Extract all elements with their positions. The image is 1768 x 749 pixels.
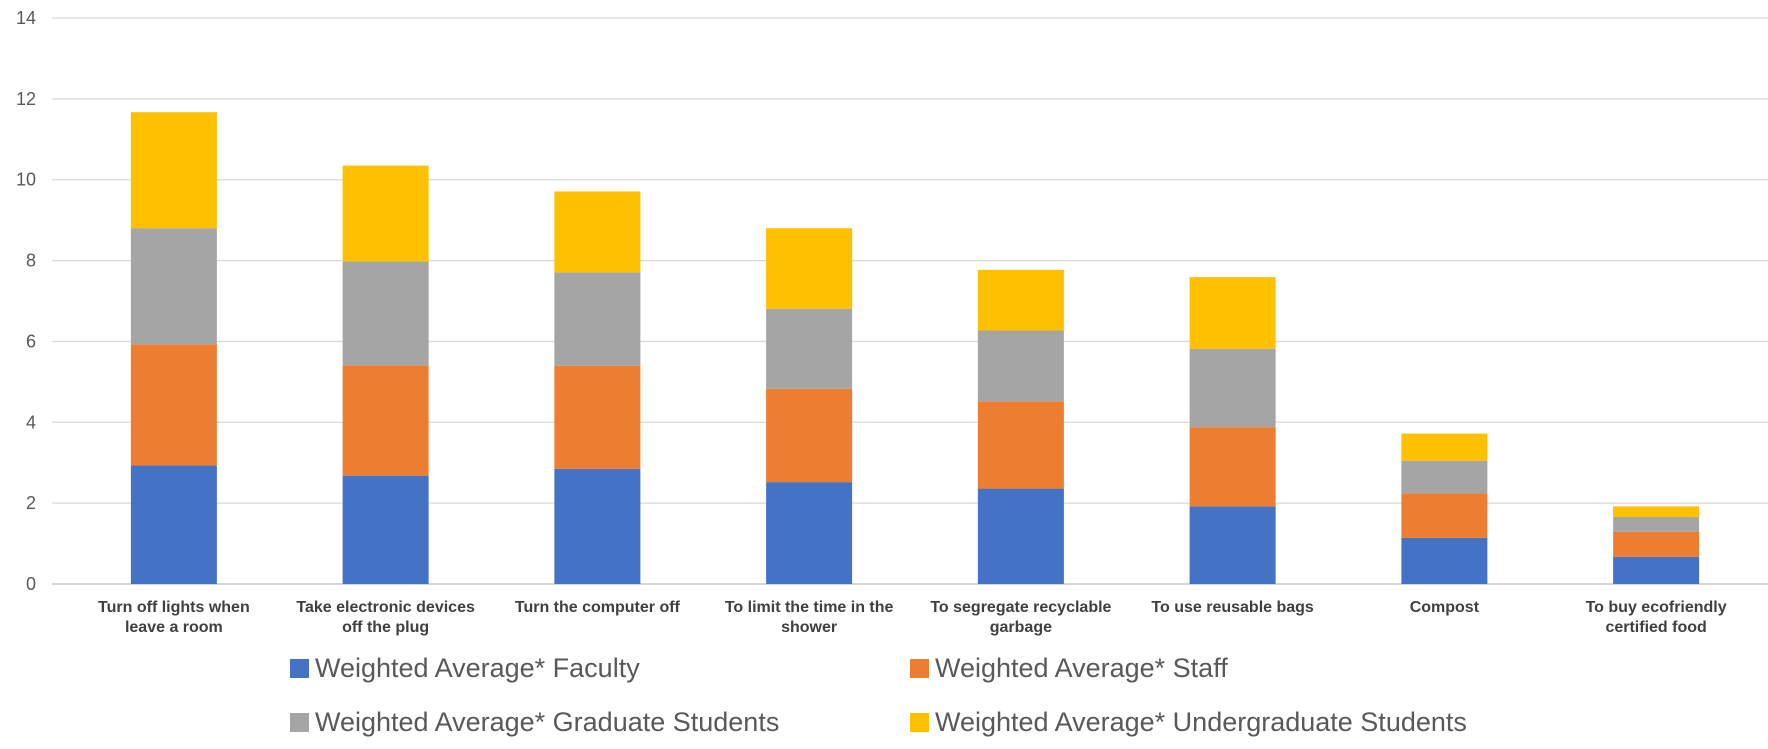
bar-segment-faculty: [130, 465, 217, 584]
bar-segment-graduate: [342, 261, 429, 366]
bar-segment-graduate: [1613, 516, 1700, 532]
bar-segment-staff: [977, 401, 1064, 489]
bar-segment-undergraduate: [766, 228, 853, 309]
x-category-label: To limit the time in the shower: [725, 599, 894, 636]
bar-segment-staff: [554, 365, 641, 469]
bar-segment-faculty: [1189, 506, 1276, 584]
x-category-label: To use reusable bags: [1151, 599, 1314, 616]
bar-segment-faculty: [554, 468, 641, 584]
x-category-label: Compost: [1410, 599, 1480, 616]
legend-item: Weighted Average* Undergraduate Students: [910, 706, 1530, 738]
chart-legend: Weighted Average* Faculty Weighted Averag…: [290, 652, 1540, 738]
legend-item: Weighted Average* Staff: [910, 652, 1530, 684]
bar-segment-undergraduate: [1189, 277, 1276, 349]
bar-segment-staff: [766, 388, 853, 483]
x-category-label: To segregate recyclable garbage: [930, 599, 1111, 636]
bar-segment-graduate: [130, 228, 217, 345]
legend-item: Weighted Average* Graduate Students: [290, 706, 910, 738]
bar-segment-faculty: [977, 488, 1064, 584]
bar-segment-faculty: [766, 482, 853, 584]
y-tick-label: 10: [16, 170, 36, 190]
bar-segment-graduate: [977, 330, 1064, 402]
x-category-label: Take electronic devices off the plug: [296, 599, 475, 636]
bar-segment-undergraduate: [554, 191, 641, 273]
bar-segment-staff: [1401, 493, 1488, 538]
legend-swatch: [290, 658, 309, 678]
bar-segment-staff: [1189, 427, 1276, 507]
y-tick-label: 2: [26, 493, 36, 513]
bar-segment-undergraduate: [342, 165, 429, 262]
y-tick-label: 12: [16, 89, 36, 109]
bar-segment-undergraduate: [977, 269, 1064, 331]
bar-segment-staff: [1613, 531, 1700, 557]
gridlines: [52, 17, 1768, 585]
x-category-label: Turn off lights when leave a room: [98, 599, 250, 636]
x-category-label: Turn the computer off: [515, 599, 681, 616]
legend-swatch: [290, 712, 309, 732]
legend-label: Weighted Average* Faculty: [315, 652, 640, 683]
bar-segment-staff: [342, 365, 429, 476]
y-tick-label: 0: [26, 574, 36, 594]
y-tick-label: 4: [26, 412, 36, 432]
bar-segment-staff: [130, 344, 217, 466]
legend-swatch: [910, 658, 929, 678]
y-axis-tick-labels: 0 2 4 6 8 10 12 14: [16, 8, 36, 594]
y-tick-label: 14: [16, 8, 36, 28]
legend-label: Weighted Average* Graduate Students: [315, 706, 780, 737]
y-tick-label: 6: [26, 331, 36, 351]
legend-swatch: [910, 712, 929, 732]
y-tick-label: 8: [26, 251, 36, 271]
bar-segment-graduate: [554, 272, 641, 366]
bar-segment-faculty: [1401, 537, 1488, 584]
stacked-bar-chart: 0 2 4 6 8 10 12 14 Turn off lights when leave a …: [16, 8, 1768, 636]
bar-segment-graduate: [766, 308, 853, 389]
bar-segment-graduate: [1189, 348, 1276, 428]
bar-segment-faculty: [1613, 556, 1700, 584]
legend-label: Weighted Average* Undergraduate Students: [935, 706, 1467, 737]
bar-segment-faculty: [342, 475, 429, 584]
x-category-label: To buy ecofriendly certified food: [1586, 599, 1727, 636]
legend-label: Weighted Average* Staff: [935, 652, 1228, 683]
bars: [130, 112, 1700, 584]
bar-segment-undergraduate: [1613, 506, 1700, 517]
bar-segment-graduate: [1401, 460, 1488, 494]
legend-item: Weighted Average* Faculty: [290, 652, 910, 684]
bar-segment-undergraduate: [1401, 433, 1488, 461]
bar-segment-undergraduate: [130, 112, 217, 229]
x-axis-category-labels: Turn off lights when leave a room Take ele…: [98, 599, 1727, 636]
